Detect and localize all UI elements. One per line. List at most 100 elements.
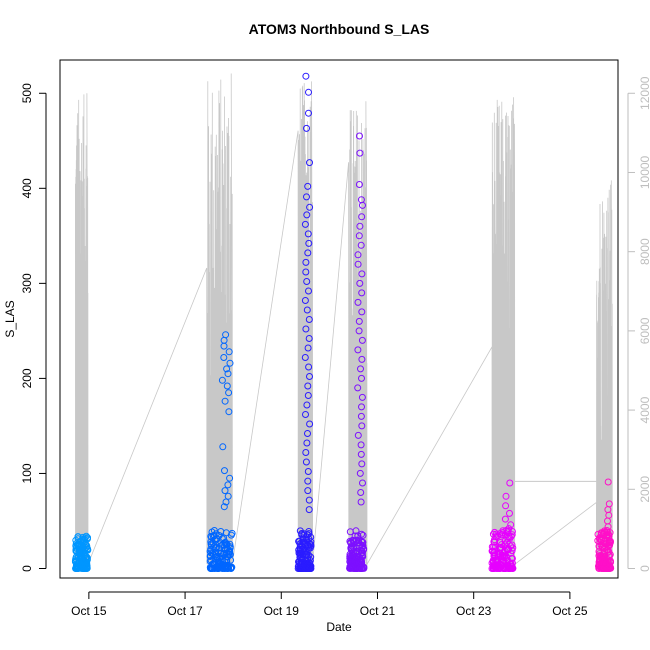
data-point	[307, 564, 315, 572]
data-point	[77, 553, 85, 561]
data-point	[357, 489, 365, 496]
data-point	[220, 354, 228, 361]
data-point	[303, 439, 311, 447]
data-point	[301, 354, 309, 361]
data-point	[298, 564, 306, 572]
data-point	[305, 506, 313, 514]
data-point	[306, 203, 314, 211]
data-point	[357, 241, 365, 249]
data-point	[347, 543, 355, 551]
y2-tick-label: 12000	[638, 76, 650, 110]
data-point	[225, 348, 233, 356]
data-point	[606, 539, 614, 546]
data-point	[305, 239, 313, 247]
data-point	[604, 478, 612, 486]
data-point	[594, 530, 602, 538]
data-point	[223, 365, 231, 373]
data-point	[301, 220, 309, 228]
data-point	[358, 289, 366, 297]
data-point	[224, 370, 232, 378]
data-point	[358, 374, 365, 382]
data-point	[354, 384, 362, 392]
x-tick-label: Oct 23	[456, 604, 492, 618]
x-tick-label: Oct 15	[71, 604, 107, 618]
data-point	[496, 544, 504, 552]
data-point	[221, 558, 229, 566]
data-point	[304, 468, 312, 475]
plot-frame	[59, 59, 619, 579]
data-point	[220, 550, 228, 558]
data-point	[357, 498, 365, 506]
chart-title: ATOM3 Northbound S_LAS	[249, 21, 430, 37]
x-tick-label: Oct 25	[552, 604, 588, 618]
data-point	[508, 564, 516, 572]
points-layer	[71, 72, 615, 572]
data-point	[305, 496, 313, 504]
secondary-line-layer	[75, 73, 613, 569]
data-point	[488, 547, 496, 555]
data-point	[354, 251, 362, 259]
data-point	[357, 365, 364, 373]
data-point	[354, 537, 362, 544]
data-point	[300, 545, 308, 553]
data-point	[491, 536, 498, 544]
data-point	[304, 182, 312, 190]
data-point	[302, 449, 310, 456]
data-point	[304, 344, 312, 352]
data-point	[599, 552, 606, 560]
data-point	[77, 561, 85, 569]
data-point	[302, 72, 310, 80]
data-point	[213, 543, 221, 551]
data-point	[505, 546, 513, 554]
data-point	[305, 562, 313, 570]
data-point	[304, 541, 312, 549]
data-point	[305, 109, 312, 117]
data-point	[356, 222, 364, 230]
data-point	[356, 279, 364, 287]
data-point	[304, 249, 312, 257]
y-tick-label: 200	[20, 368, 34, 388]
data-point	[357, 450, 365, 458]
data-point	[358, 336, 366, 344]
data-point	[305, 363, 313, 371]
data-point	[356, 149, 364, 157]
data-point	[218, 376, 226, 384]
data-point	[303, 306, 311, 314]
data-point	[219, 443, 227, 451]
data-point	[606, 551, 614, 558]
data-point	[496, 530, 504, 538]
data-point	[207, 532, 215, 540]
data-point	[501, 537, 509, 545]
data-point	[303, 401, 311, 409]
data-point	[597, 537, 605, 545]
data-point	[302, 411, 309, 418]
y-axis-label: S_LAS	[3, 300, 17, 337]
data-point	[490, 564, 498, 572]
data-point	[82, 544, 90, 552]
data-point	[501, 547, 509, 555]
data-point	[494, 551, 502, 558]
y2-tick-label: 6000	[638, 317, 650, 344]
data-point	[358, 393, 366, 401]
data-point	[306, 420, 314, 428]
data-point	[217, 528, 225, 535]
data-point	[306, 373, 313, 380]
data-point	[354, 346, 362, 354]
data-point	[354, 532, 362, 540]
data-point	[210, 527, 218, 534]
data-point	[305, 287, 312, 295]
data-point	[494, 553, 502, 561]
data-point	[494, 563, 502, 571]
data-point	[507, 532, 515, 540]
data-point	[355, 232, 363, 240]
data-point	[349, 563, 357, 571]
data-point	[358, 538, 365, 546]
data-point	[222, 498, 230, 506]
data-point	[502, 502, 510, 510]
data-point	[305, 316, 313, 323]
data-point	[355, 181, 363, 188]
data-point	[74, 560, 82, 568]
y2-tick-label: 2000	[638, 476, 650, 503]
data-point	[508, 555, 516, 562]
